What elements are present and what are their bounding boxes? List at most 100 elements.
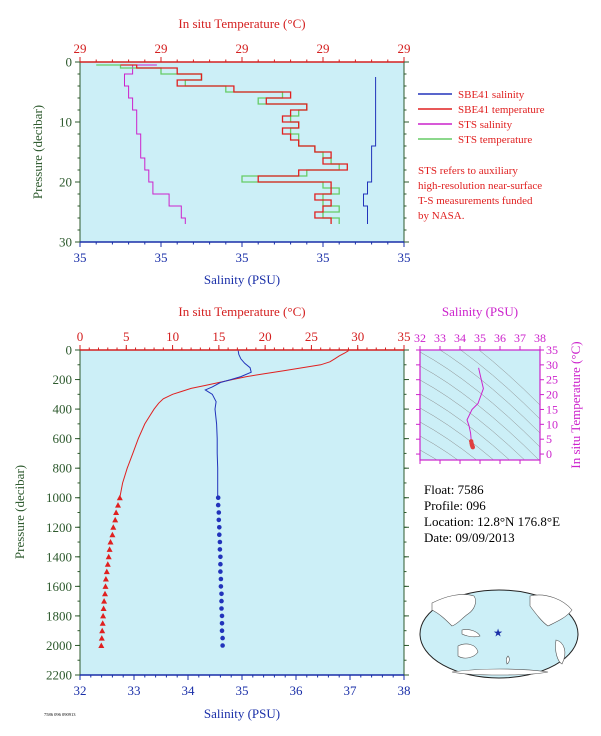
profile-date: Date: 09/09/2013 xyxy=(424,530,515,545)
full-depth-salinity-discrete-point xyxy=(215,495,221,501)
full-depth-temperature-discrete-point xyxy=(116,494,123,501)
near-surface-bottom-tick-label: 35 xyxy=(398,250,411,265)
ts-right-axis-label: In situ Temperature (°C) xyxy=(568,341,583,468)
full-depth-series xyxy=(98,350,349,648)
ts-density-contour xyxy=(420,393,510,460)
note-line: T-S measurements funded xyxy=(418,195,533,207)
full-depth-salinity-discrete-point xyxy=(216,517,222,523)
ts-top-tick-label: 38 xyxy=(534,331,546,345)
full-depth-salinity-discrete-point xyxy=(217,532,222,537)
new-zealand-landmass xyxy=(506,655,510,665)
full-depth-salinity-discrete-point xyxy=(215,502,221,508)
full-depth-top-tick-label: 10 xyxy=(166,329,179,344)
full-depth-salinity-discrete-point xyxy=(219,613,225,619)
full-depth-salinity-discrete-point xyxy=(219,628,225,633)
ts-right-tick-label: 20 xyxy=(546,388,558,402)
footer-code: 7586 096 090913 xyxy=(44,712,76,717)
legend: SBE41 salinity SBE41 temperature STS salin… xyxy=(418,89,545,146)
full-depth-salinity-discrete-point xyxy=(219,606,224,611)
full-depth-salinity-discrete-point xyxy=(217,525,222,530)
near-surface-top-tick-label: 29 xyxy=(74,41,87,56)
full-depth-temperature-discrete-point xyxy=(102,590,108,597)
near-surface-sts-salinity-line xyxy=(124,64,186,224)
full-depth-temperature-discrete-point xyxy=(112,516,119,523)
full-depth-plot-area xyxy=(80,350,404,675)
full-depth-temperature-discrete-point xyxy=(102,583,109,589)
full-depth-salinity-discrete-point xyxy=(219,598,224,604)
float-location: Location: 12.8°N 176.8°E xyxy=(424,514,560,529)
full-depth-salinity-discrete-point xyxy=(218,554,223,560)
note-line: STS refers to auxiliary xyxy=(418,165,518,177)
ts-density-contour xyxy=(439,350,540,434)
full-depth-y-tick-label: 0 xyxy=(66,343,73,358)
full-depth-y-tick-label: 1400 xyxy=(46,549,72,564)
near-surface-y-tick-label: 20 xyxy=(59,175,72,190)
full-depth-top-tick-label: 35 xyxy=(398,329,411,344)
full-depth-y-tick-label: 1000 xyxy=(46,490,72,505)
ts-density-contour xyxy=(420,351,540,448)
note-line: high-resolution near-surface xyxy=(418,180,542,192)
full-depth-bottom-tick-label: 34 xyxy=(182,683,196,698)
full-depth-temperature-discrete-point xyxy=(104,561,111,567)
near-surface-bottom-tick-label: 35 xyxy=(317,250,330,265)
full-depth-top-tick-label: 15 xyxy=(212,329,225,344)
ts-deep-point xyxy=(470,445,475,450)
legend-label-sbe41-temperature: SBE41 temperature xyxy=(458,104,545,116)
full-depth-temperature-line xyxy=(119,350,349,498)
full-depth-salinity-line xyxy=(204,350,252,498)
near-surface-bottom-tick-label: 35 xyxy=(155,250,168,265)
full-depth-temperature-discrete-point xyxy=(105,553,112,560)
antarctica-landmass xyxy=(451,668,549,676)
ts-right-tick-label: 25 xyxy=(546,373,558,387)
legend-label-sts-salinity: STS salinity xyxy=(458,119,513,131)
near-surface-bottom-tick-label: 35 xyxy=(74,250,87,265)
near-surface-series xyxy=(96,64,377,224)
full-depth-top-tick-label: 0 xyxy=(77,329,84,344)
full-depth-salinity-discrete-point xyxy=(216,510,222,515)
ts-right-tick-label: 15 xyxy=(546,402,558,416)
full-depth-y-tick-label: 1200 xyxy=(46,520,72,535)
near-surface-top-tick-label: 29 xyxy=(236,41,249,56)
ts-density-contour xyxy=(420,421,477,460)
ts-series xyxy=(466,367,484,450)
ts-density-contour xyxy=(420,365,540,460)
full-depth-salinity-discrete-point xyxy=(218,561,223,567)
full-depth-bottom-axis-label: Salinity (PSU) xyxy=(204,706,280,721)
full-depth-y-tick-label: 400 xyxy=(53,402,73,417)
maritime-asia-islands xyxy=(461,629,481,638)
full-depth-axes: 0 5 10 15 20 25 30 35 32 33 34 35 36 37 38 0 200 400 600 80… xyxy=(46,329,411,698)
float-id: Float: 7586 xyxy=(424,482,484,497)
ts-top-tick-label: 35 xyxy=(474,331,486,345)
ts-top-axis-label: Salinity (PSU) xyxy=(442,304,518,319)
near-surface-top-tick-label: 29 xyxy=(155,41,168,56)
legend-label-sts-temperature: STS temperature xyxy=(458,134,532,146)
full-depth-bottom-tick-label: 33 xyxy=(128,683,141,698)
asia-landmass xyxy=(431,594,476,627)
full-depth-y-tick-label: 1600 xyxy=(46,579,72,594)
full-depth-bottom-tick-label: 35 xyxy=(236,683,249,698)
full-depth-y-tick-label: 600 xyxy=(53,431,73,446)
world-map: ★ xyxy=(419,589,579,679)
full-depth-temperature-discrete-point xyxy=(100,605,107,611)
full-depth-y-tick-label: 2200 xyxy=(46,668,72,683)
full-depth-salinity-discrete-point xyxy=(218,569,223,574)
full-depth-temperature-discrete-point xyxy=(102,576,109,582)
full-depth-salinity-discrete-point xyxy=(220,643,225,648)
full-depth-y-axis-label: Pressure (decibar) xyxy=(12,465,27,559)
near-surface-axes: 29 29 29 29 29 35 35 35 35 35 0 10 20 30 xyxy=(59,41,411,265)
full-depth-salinity-discrete-point xyxy=(217,539,223,545)
full-depth-bottom-tick-label: 36 xyxy=(290,683,304,698)
full-depth-y-tick-label: 200 xyxy=(53,372,73,387)
full-depth-temperature-discrete-point xyxy=(113,509,120,515)
ts-right-tick-label: 10 xyxy=(546,417,558,431)
near-surface-sbe41-temperature-line xyxy=(120,64,348,224)
full-depth-top-tick-label: 25 xyxy=(305,329,318,344)
ts-density-contour xyxy=(460,350,540,420)
near-surface-top-axis-label: In situ Temperature (°C) xyxy=(178,16,305,31)
near-surface-top-tick-label: 29 xyxy=(317,41,330,56)
full-depth-temperature-discrete-point xyxy=(99,627,106,634)
full-depth-temperature-discrete-point xyxy=(109,531,116,538)
